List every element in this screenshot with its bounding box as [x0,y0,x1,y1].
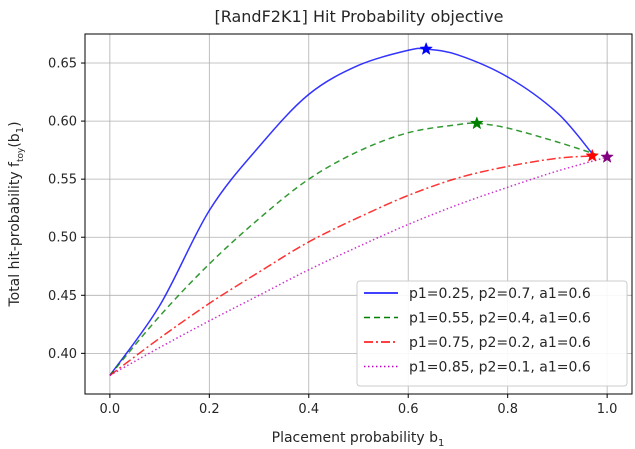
peak-markers [419,41,615,163]
series-line [109,47,593,376]
peak-star-marker [585,148,600,162]
legend-label: p1=0.85, p2=0.1, a1=0.6 [409,360,591,376]
x-tick-label: 0.0 [100,402,121,417]
axis-ticks: 0.0 0.2 0.4 0.6 0.8 1.0 0.40 0.45 0.50 0.55 0.60 0.… [48,57,617,417]
x-tick-label: 1.0 [597,402,618,417]
x-axis-title-main: Placement probability b [272,430,438,446]
y-tick-label: 0.45 [48,289,77,304]
y-axis-title: Total hit-probability ftoy(b1) [7,121,26,307]
peak-star-marker [600,149,615,163]
peak-star-marker [469,116,484,130]
series-layer [109,47,608,377]
series-line [109,122,598,376]
legend-label: p1=0.75, p2=0.2, a1=0.6 [409,335,591,351]
x-tick-label: 0.8 [497,402,518,417]
plot-frame [84,33,633,395]
y-axis-title-paren-close: ) [7,121,23,126]
legend-label: p1=0.55, p2=0.4, a1=0.6 [409,311,591,327]
y-axis-title-main: Total hit-probability f [7,161,23,308]
x-axis-title-subscript: 1 [438,438,444,449]
peak-star-marker [419,41,433,55]
legend-box [356,280,628,387]
y-tick-label: 0.65 [48,57,77,72]
y-axis-title-subscript-toy: toy [16,147,26,162]
y-axis-title-subscript-one: 1 [15,127,26,133]
series-line [109,156,608,377]
x-axis-title: Placement probability b1 [272,430,445,449]
y-tick-label: 0.50 [48,231,77,246]
y-tick-label: 0.55 [48,173,77,188]
chart-title: [RandF2K1] Hit Probability objective [214,7,503,26]
x-tick-label: 0.2 [199,402,220,417]
x-tick-label: 0.6 [398,402,419,417]
x-tick-label: 0.4 [298,402,319,417]
legend-items: p1=0.25, p2=0.7, a1=0.6 p1=0.55, p2=0.4, … [364,286,591,376]
y-tick-label: 0.40 [48,347,77,362]
y-axis-title-paren-open: (b [7,133,23,147]
legend: p1=0.25, p2=0.7, a1=0.6 p1=0.55, p2=0.4, … [356,280,628,387]
series-line [109,155,593,377]
legend-label: p1=0.25, p2=0.7, a1=0.6 [409,286,591,302]
y-tick-label: 0.60 [48,115,77,130]
